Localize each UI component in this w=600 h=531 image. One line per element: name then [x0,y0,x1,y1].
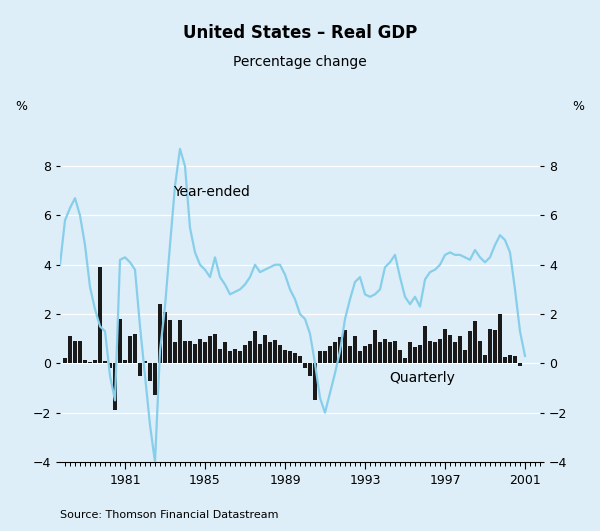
Bar [463,350,467,363]
Bar [518,363,522,366]
Text: Year-ended: Year-ended [173,185,250,199]
Bar [308,363,312,376]
Bar [343,330,347,363]
Bar [478,341,482,363]
Bar [334,342,337,363]
Bar [499,314,502,363]
Bar [383,339,387,363]
Bar [379,342,382,363]
Bar [493,330,497,363]
Bar [218,348,222,363]
Bar [163,312,167,363]
Bar [289,351,292,363]
Bar [83,359,87,363]
Bar [473,321,477,363]
Bar [259,344,262,363]
Bar [323,351,327,363]
Bar [154,363,157,396]
Text: %: % [572,100,584,114]
Bar [229,351,232,363]
Bar [64,358,67,363]
Bar [304,363,307,369]
Bar [443,329,447,363]
Bar [368,344,372,363]
Bar [139,363,142,376]
Bar [298,356,302,363]
Bar [424,327,427,363]
Bar [418,345,422,363]
Bar [88,362,92,363]
Bar [293,354,297,363]
Bar [403,358,407,363]
Bar [248,341,252,363]
Bar [413,347,417,363]
Bar [233,348,237,363]
Bar [319,351,322,363]
Bar [338,338,342,363]
Bar [394,341,397,363]
Bar [388,342,392,363]
Bar [208,336,212,363]
Bar [313,363,317,400]
Bar [113,363,117,410]
Bar [148,363,152,381]
Bar [173,342,177,363]
Bar [503,357,507,363]
Text: United States – Real GDP: United States – Real GDP [183,24,417,42]
Bar [169,320,172,363]
Bar [94,359,97,363]
Bar [469,331,472,363]
Bar [484,355,487,363]
Bar [158,304,162,363]
Bar [133,334,137,363]
Bar [433,342,437,363]
Bar [439,339,442,363]
Bar [118,319,122,363]
Bar [409,342,412,363]
Bar [223,342,227,363]
Bar [353,336,357,363]
Bar [68,336,72,363]
Bar [188,341,192,363]
Text: Source: Thomson Financial Datastream: Source: Thomson Financial Datastream [60,510,278,520]
Bar [79,341,82,363]
Bar [508,355,512,363]
Bar [238,351,242,363]
Bar [253,331,257,363]
Bar [358,351,362,363]
Bar [274,340,277,363]
Text: Quarterly: Quarterly [389,371,455,385]
Bar [98,267,102,363]
Bar [124,359,127,363]
Bar [199,339,202,363]
Bar [203,342,207,363]
Bar [109,363,112,369]
Bar [244,345,247,363]
Bar [349,346,352,363]
Bar [488,329,492,363]
Bar [454,342,457,363]
Bar [428,341,432,363]
Bar [214,334,217,363]
Bar [143,361,147,363]
Bar [268,342,272,363]
Bar [514,356,517,363]
Bar [178,320,182,363]
Bar [184,341,187,363]
Bar [373,330,377,363]
Bar [328,346,332,363]
Bar [128,336,132,363]
Bar [103,361,107,363]
Bar [364,346,367,363]
Text: %: % [16,100,28,114]
Bar [283,350,287,363]
Bar [448,335,452,363]
Text: Percentage change: Percentage change [233,55,367,69]
Bar [398,350,402,363]
Bar [263,335,267,363]
Bar [278,345,282,363]
Bar [193,344,197,363]
Bar [458,336,462,363]
Bar [73,341,77,363]
